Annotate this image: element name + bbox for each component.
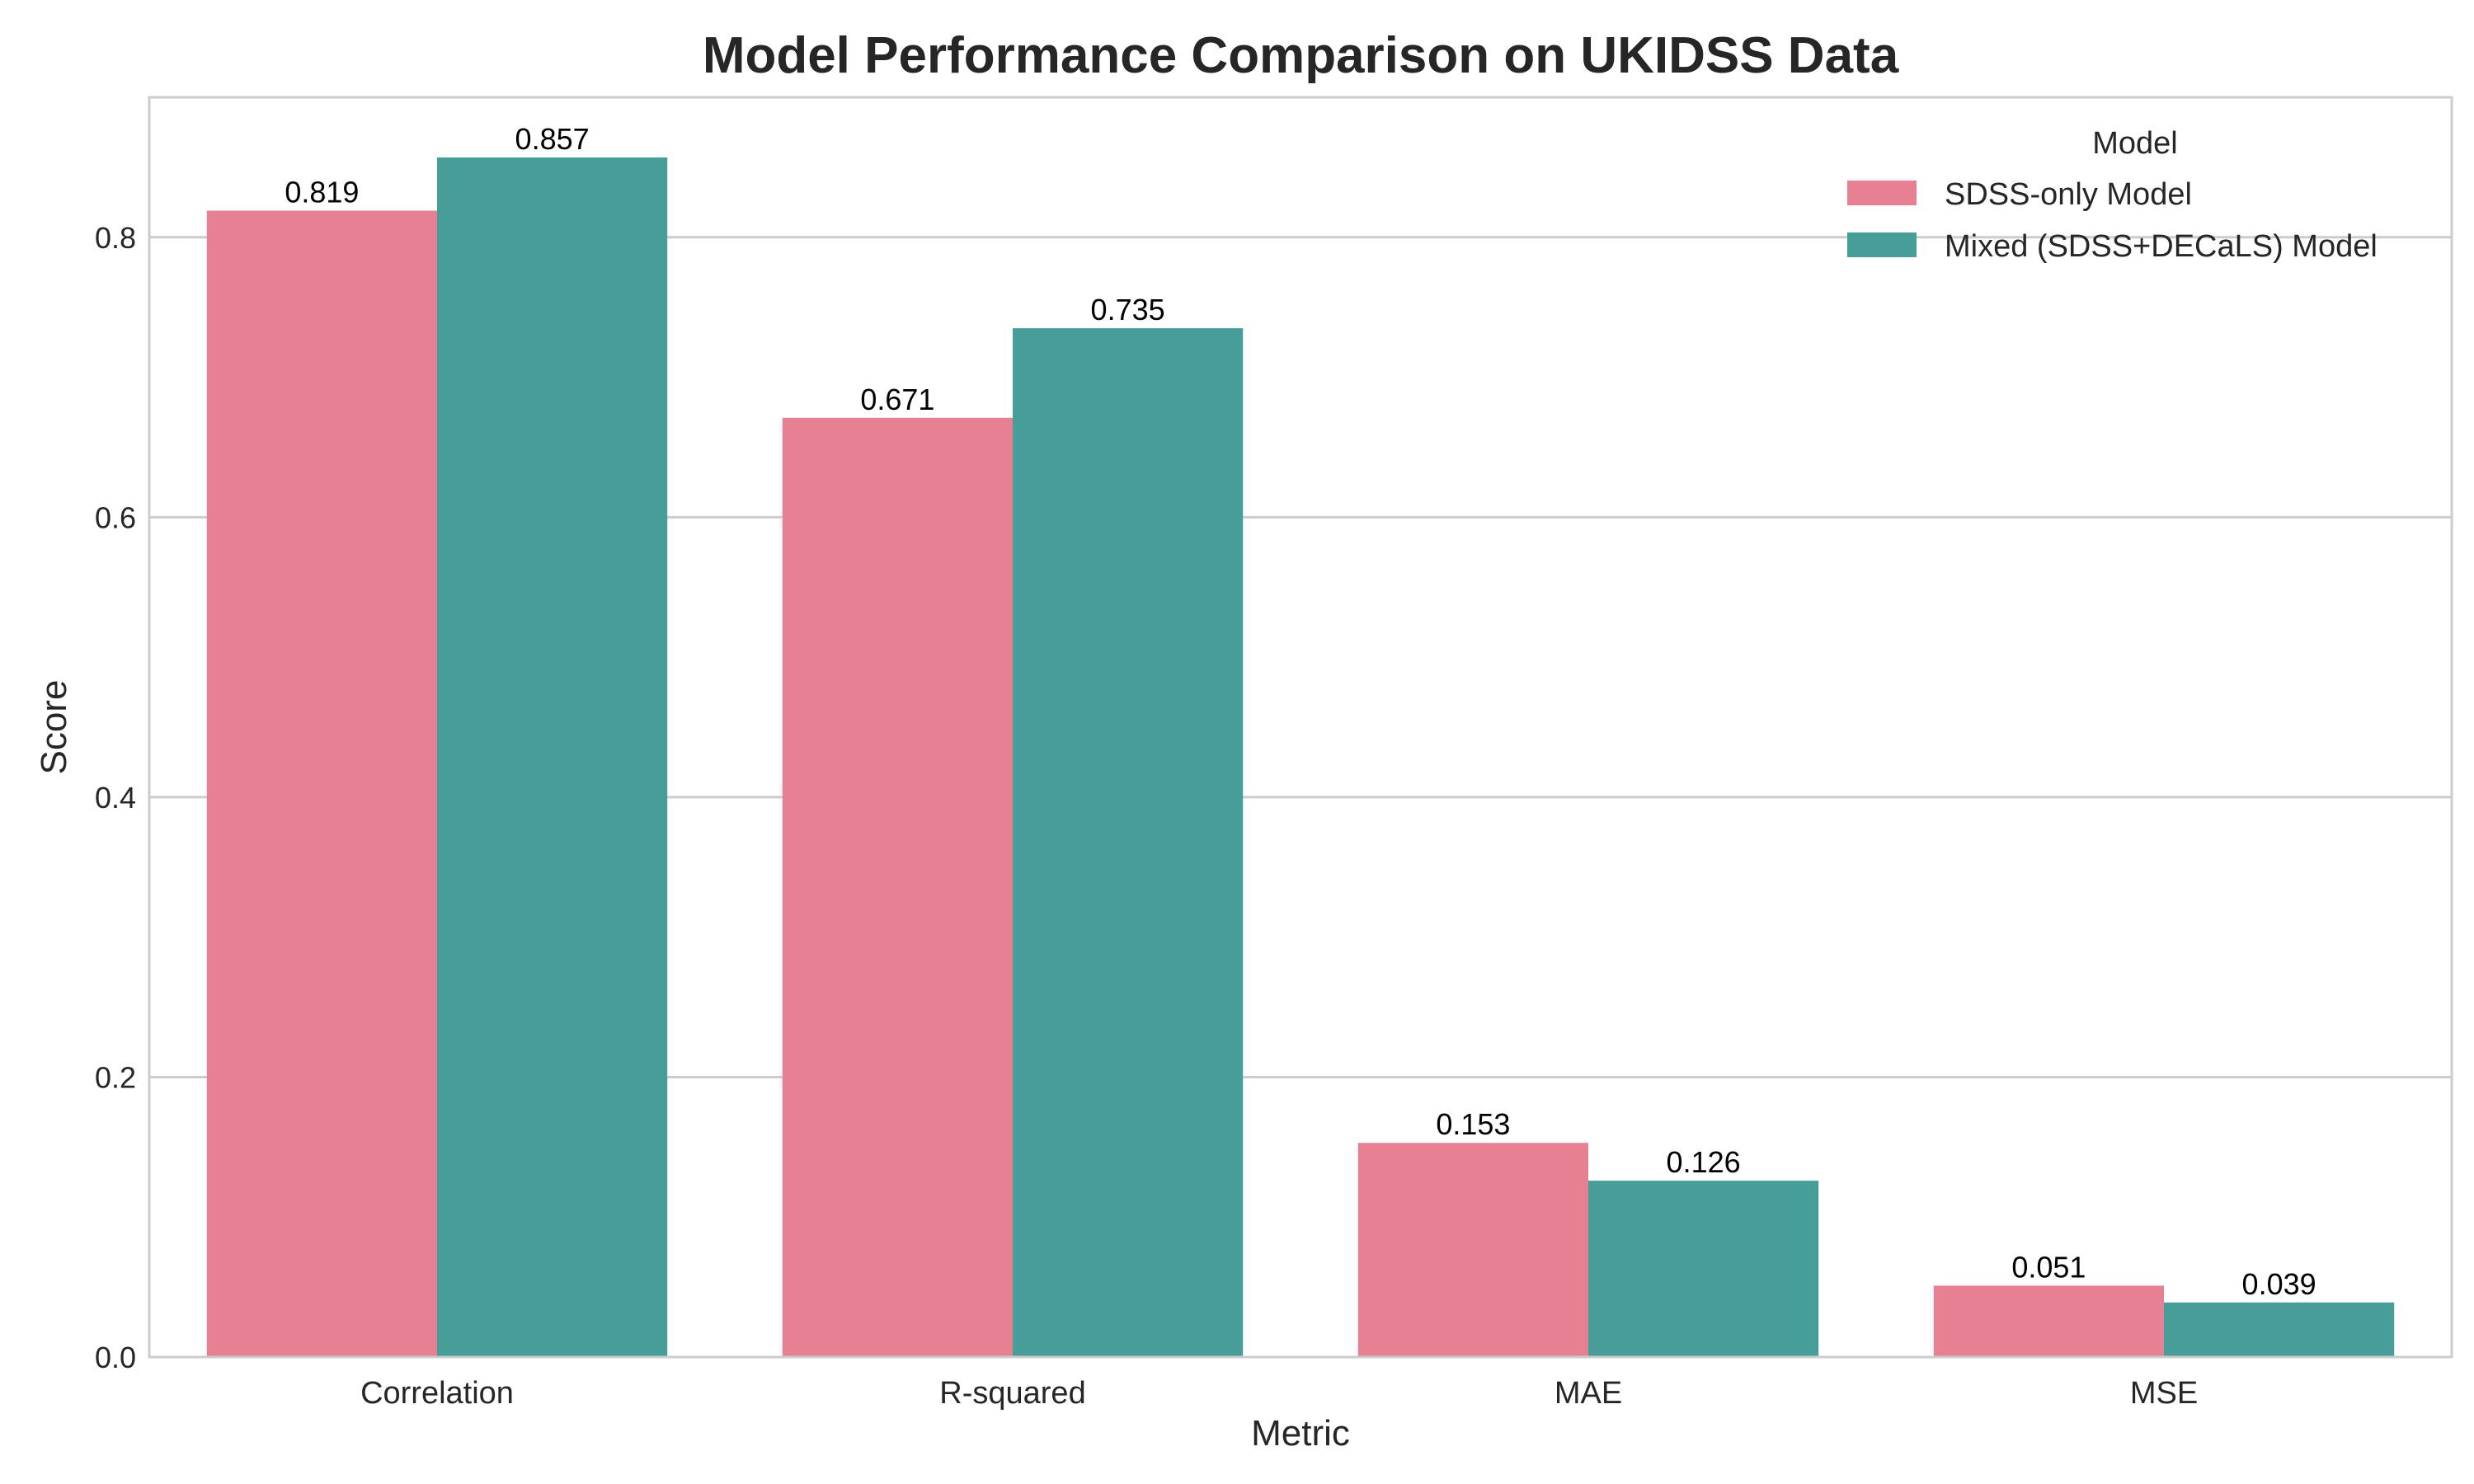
bar-value-label: 0.126 xyxy=(1667,1145,1741,1179)
bar-value-label: 0.671 xyxy=(860,383,934,416)
bar-mae-series-1 xyxy=(1588,1181,1819,1357)
data-labels: 0.819 0.857 0.671 0.735 0.153 0.126 0.051 0.039 xyxy=(285,122,2316,1301)
bar-mse-series-0 xyxy=(1933,1285,2164,1357)
chart-title: Model Performance Comparison on UKIDSS D… xyxy=(703,27,1899,84)
bar-value-label: 0.051 xyxy=(2011,1250,2086,1284)
legend-label-sdss: SDSS-only Model xyxy=(1945,177,2192,212)
legend-label-mixed: Mixed (SDSS+DECaLS) Model xyxy=(1945,229,2378,264)
bar-correlation-series-1 xyxy=(437,157,668,1358)
bar-value-label: 0.819 xyxy=(285,176,359,209)
x-axis-label: Metric xyxy=(1251,1413,1350,1453)
x-tick-label: R-squared xyxy=(939,1376,1085,1411)
legend-swatch-sdss xyxy=(1847,181,1917,205)
bar-correlation-series-0 xyxy=(206,210,438,1357)
bar-mae-series-0 xyxy=(1357,1143,1588,1357)
legend-title: Model xyxy=(2092,126,2178,161)
bar-r-squared-series-0 xyxy=(782,417,1013,1357)
bar-r-squared-series-1 xyxy=(1013,328,1244,1358)
bar-value-label: 0.735 xyxy=(1091,293,1165,326)
bar-value-label: 0.039 xyxy=(2242,1267,2316,1301)
plot-frame xyxy=(148,96,2453,1359)
x-tick-label: Correlation xyxy=(360,1376,514,1411)
y-tick-label: 0.6 xyxy=(95,500,136,534)
bar-value-label: 0.857 xyxy=(515,122,590,156)
y-tick-label: 0.0 xyxy=(95,1341,136,1374)
legend-swatch-mixed xyxy=(1847,232,1917,257)
x-axis-ticks: Correlation R-squared MAE MSE xyxy=(360,1376,2198,1411)
y-tick-label: 0.8 xyxy=(95,221,136,255)
bar-value-label: 0.153 xyxy=(1436,1107,1510,1141)
y-axis-ticks: 0.0 0.2 0.4 0.6 0.8 xyxy=(95,221,136,1374)
y-tick-label: 0.2 xyxy=(95,1060,136,1094)
bar-mse-series-1 xyxy=(2164,1302,2395,1357)
y-axis-label: Score xyxy=(34,680,74,775)
y-tick-label: 0.4 xyxy=(95,781,136,815)
bars xyxy=(206,157,2395,1358)
legend: Model SDSS-only Model Mixed (SDSS+DECaLS… xyxy=(1847,126,2378,264)
x-tick-label: MAE xyxy=(1554,1376,1622,1411)
x-tick-label: MSE xyxy=(2130,1376,2198,1411)
